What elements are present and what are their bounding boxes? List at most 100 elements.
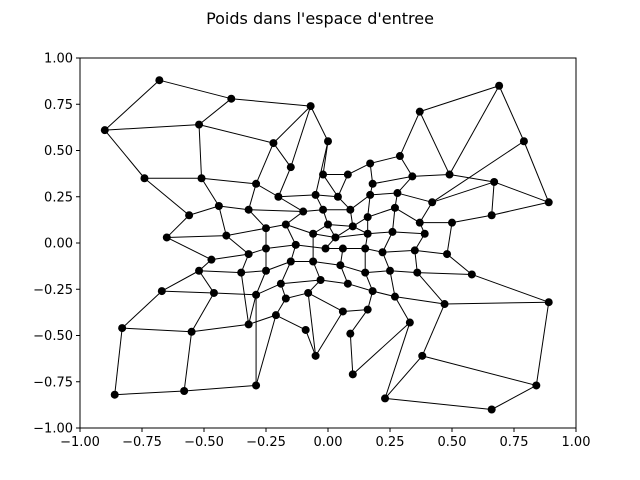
edge-CV-CW — [114, 390, 185, 396]
edge-CU-CV — [184, 384, 257, 392]
edge-I-J — [201, 177, 257, 185]
node-CU — [252, 381, 261, 390]
edge-BP-CM — [416, 272, 445, 305]
node-AX — [388, 227, 397, 236]
node-BS — [336, 261, 345, 270]
node-CQ — [348, 370, 357, 379]
node-L — [319, 170, 328, 179]
edge-BU-CG — [307, 292, 344, 312]
edge-AN-AO — [394, 207, 421, 224]
node-CS — [487, 405, 496, 414]
node-I — [197, 174, 206, 183]
node-Z — [274, 192, 283, 201]
edge-CN-CT — [535, 302, 550, 386]
edge-CC-BX — [248, 294, 257, 325]
node-BR — [361, 268, 370, 277]
edge-BD-BY — [198, 270, 215, 294]
edge-AL-AM — [451, 214, 492, 224]
edge-E-K — [273, 142, 292, 168]
edge-B-C — [231, 98, 311, 107]
edge-CR-CO — [384, 355, 423, 399]
node-BW — [276, 279, 285, 288]
edge-BZ-CA — [121, 290, 163, 329]
node-S — [544, 198, 553, 207]
node-BD — [195, 266, 204, 275]
node-R — [519, 137, 528, 146]
edge-CT-CO — [422, 355, 537, 386]
node-BE — [237, 268, 246, 277]
node-CO — [418, 351, 427, 360]
node-W — [368, 179, 377, 188]
edge-AE-AT — [248, 209, 267, 229]
node-CF — [311, 351, 320, 360]
node-BA — [262, 244, 270, 253]
edge-A-G — [104, 79, 160, 131]
x-tick-label: −0.50 — [184, 435, 224, 450]
edge-AA-AD — [218, 205, 227, 236]
y-tick-label: 0.00 — [44, 237, 73, 252]
edge-CC-CD — [248, 314, 277, 325]
node-CB — [187, 327, 196, 336]
node-BX — [252, 290, 261, 299]
y-tick-label: −0.75 — [33, 375, 73, 390]
edge-AD-BB — [226, 235, 249, 255]
node-CJ — [390, 292, 399, 301]
edge-AO-AX — [391, 207, 396, 232]
node-BK — [361, 244, 370, 253]
edge-AW-AX — [367, 231, 393, 235]
edge-CM-CN — [444, 301, 549, 305]
edge-CL-CQ — [352, 322, 411, 375]
y-tick-label: 0.25 — [44, 190, 73, 205]
edge-G-F — [104, 124, 200, 131]
node-BO — [467, 270, 476, 279]
edge-CU-CD — [255, 315, 277, 386]
node-AL — [487, 211, 496, 220]
edge-BC-BB — [211, 253, 249, 261]
edge-AI-AJ — [370, 192, 398, 196]
edge-CA-CB — [122, 327, 192, 333]
edge-A-B — [159, 79, 232, 100]
node-AJ — [393, 189, 402, 198]
node-AG — [319, 205, 328, 214]
edge-M-N — [347, 163, 371, 175]
node-CP — [346, 329, 355, 338]
node-V — [408, 172, 417, 181]
edge-BD-BZ — [161, 270, 200, 292]
node-BT — [316, 276, 325, 284]
edge-E-J — [255, 142, 274, 184]
node-AP — [363, 213, 372, 222]
node-B — [227, 94, 236, 103]
edge-AX-AY — [392, 231, 425, 235]
edge-R-S — [523, 141, 550, 203]
edge-BL-BM — [382, 249, 415, 253]
edge-F-I — [198, 124, 203, 179]
edge-V-W — [372, 175, 413, 185]
edge-AE-AF — [248, 209, 304, 213]
node-G — [100, 126, 109, 135]
edge-BU-CF — [307, 292, 317, 356]
node-X — [311, 190, 320, 199]
node-CH — [343, 279, 352, 288]
edge-K-Z — [277, 166, 292, 197]
node-P — [415, 107, 424, 116]
edge-BQ-CJ — [389, 270, 396, 297]
edge-BG-BF — [265, 261, 291, 272]
node-CN — [544, 298, 553, 307]
node-BJ — [338, 244, 347, 253]
edge-BP-BQ — [389, 270, 418, 274]
edge-BO-CN — [471, 273, 549, 303]
node-AZ — [291, 240, 300, 249]
node-O — [395, 152, 404, 161]
y-tick-label: −0.25 — [33, 283, 73, 298]
node-BI — [321, 244, 330, 253]
x-tick-label: 0.50 — [438, 435, 467, 450]
node-layer — [100, 76, 553, 414]
node-F — [195, 120, 204, 129]
edge-CP-CQ — [349, 333, 354, 375]
node-C — [306, 102, 315, 111]
edge-Z-X — [278, 194, 316, 198]
edge-G-H — [104, 129, 145, 179]
edge-BT-CH — [320, 279, 348, 285]
node-BU — [304, 288, 313, 297]
